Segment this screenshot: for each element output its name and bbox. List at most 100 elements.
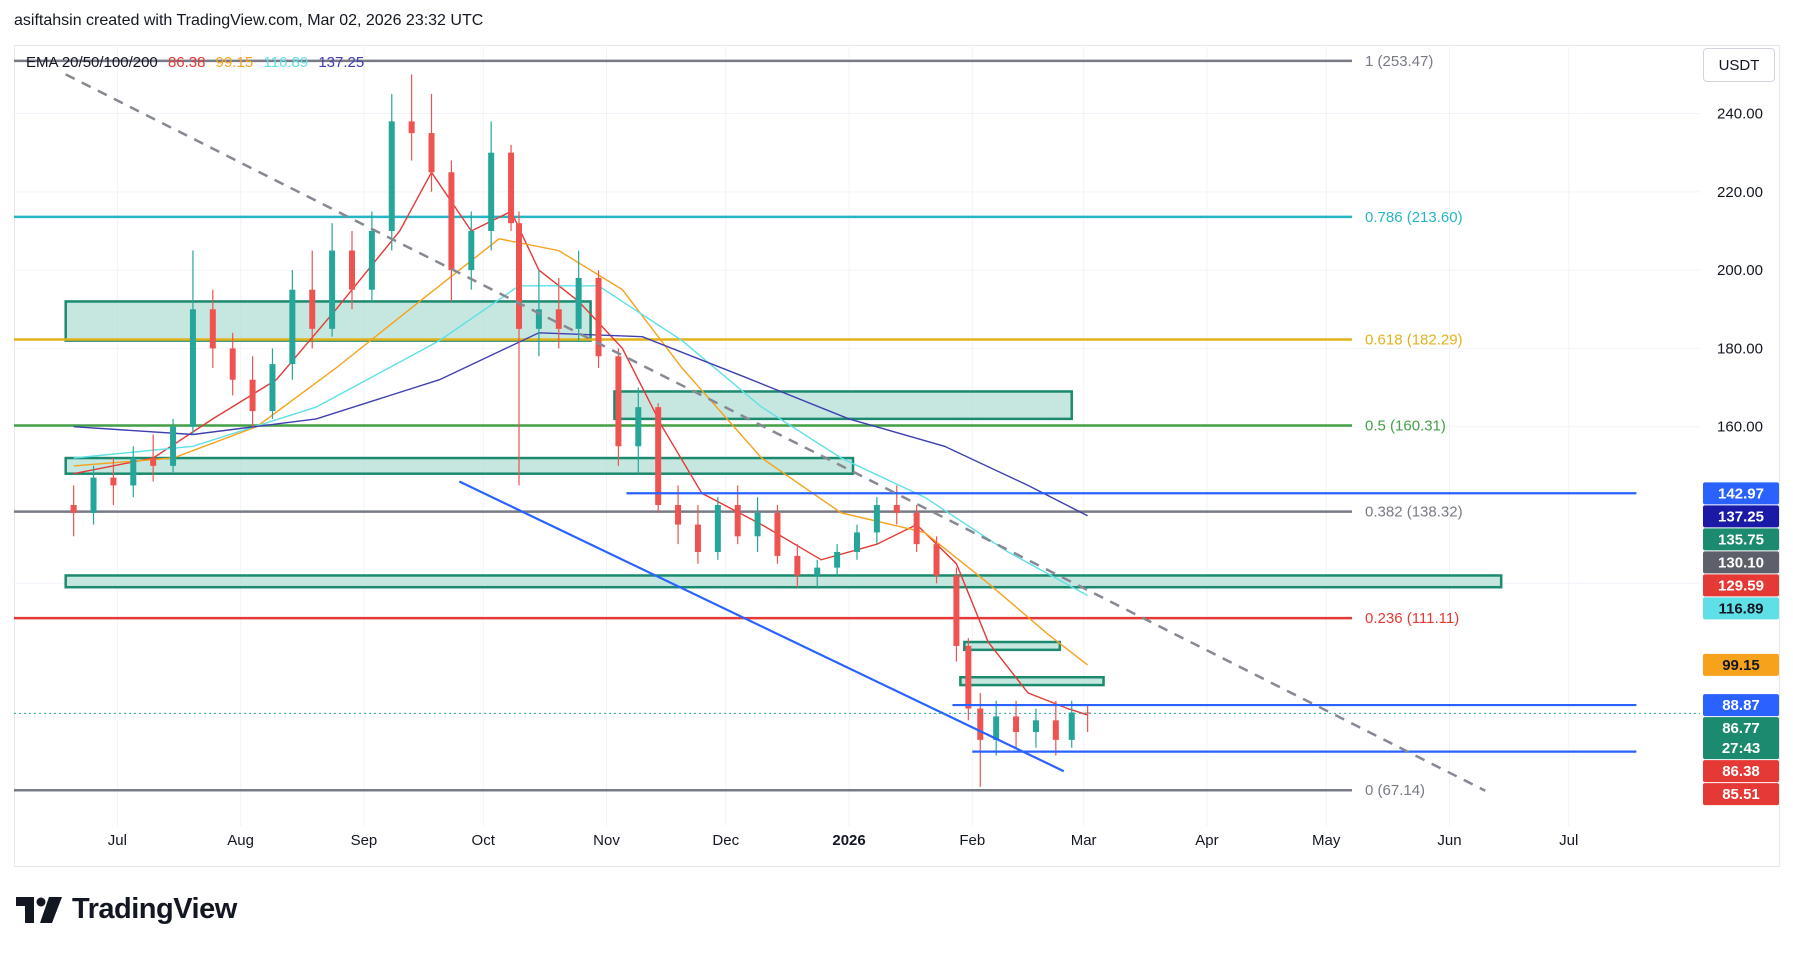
price-marker-bg (1703, 597, 1779, 620)
price-marker[interactable]: 116.89 (1703, 597, 1779, 620)
y-axis-tick-label: 220.00 (1717, 184, 1763, 201)
price-marker-value: 129.59 (1718, 577, 1764, 594)
candle-body (189, 309, 196, 427)
price-marker[interactable]: 129.59 (1703, 574, 1779, 597)
support-resistance-zone[interactable] (64, 574, 1503, 589)
candle-body (368, 230, 375, 290)
price-marker[interactable]: 135.75 (1703, 528, 1779, 551)
price-marker[interactable]: 86.77 27:43 (1703, 717, 1779, 760)
candle-body (508, 152, 515, 224)
price-marker[interactable]: 88.87 (1703, 694, 1779, 717)
candle-body (289, 289, 296, 365)
tradingview-logo[interactable]: TradingView (16, 893, 237, 926)
fib-level-label: 0.786 (213.60) (1365, 209, 1463, 226)
trendline[interactable] (458, 480, 1065, 773)
x-axis-label: Feb (959, 832, 985, 849)
y-axis-tick-label: 200.00 (1717, 262, 1763, 279)
candle-body (90, 477, 97, 513)
y-axis-tick-label: 240.00 (1717, 106, 1763, 123)
fib-level-label: 0.618 (182.29) (1365, 331, 1463, 348)
candle-body (488, 152, 495, 231)
candle-body (229, 348, 236, 380)
indicator-name: EMA 20/50/100/200 (26, 54, 158, 71)
x-axis-label: Nov (593, 832, 620, 849)
price-marker[interactable]: 85.51 (1703, 783, 1779, 806)
support-resistance-zone[interactable] (613, 390, 1073, 421)
candle-body (329, 250, 336, 329)
price-marker[interactable]: 142.97 (1703, 482, 1779, 505)
candle-body (1052, 720, 1059, 740)
x-axis-label: Jul (108, 832, 127, 849)
candle-body (933, 544, 940, 576)
fib-level-label: 0 (67.14) (1365, 782, 1425, 799)
candle-body (575, 277, 582, 329)
price-marker-value: 99.15 (1722, 657, 1760, 674)
dashed-trendline[interactable] (65, 73, 1486, 792)
price-marker-bg (1703, 505, 1779, 528)
price-marker[interactable]: 130.10 (1703, 551, 1779, 574)
candle-body (655, 407, 662, 506)
candle-body (714, 505, 721, 552)
candle-body (516, 223, 523, 329)
ema200-line (73, 332, 1088, 517)
price-marker-value: 88.87 (1722, 697, 1760, 714)
candle-body (348, 250, 355, 290)
candle-body (873, 505, 880, 533)
ema50-value: 99.15 (215, 54, 254, 71)
price-marker-value: 130.10 (1718, 554, 1764, 571)
price-marker-bg (1703, 783, 1779, 806)
candle-body (150, 458, 157, 466)
candle-body (70, 505, 77, 513)
bar-countdown: 27:43 (1722, 740, 1760, 757)
support-resistance-zone[interactable] (64, 456, 855, 475)
candle-body (1032, 720, 1039, 733)
y-axis-tick-label: 160.00 (1717, 419, 1763, 436)
support-resistance-zone[interactable] (963, 640, 1062, 652)
candle-body (249, 379, 256, 412)
price-marker[interactable]: 86.38 (1703, 760, 1779, 783)
support-resistance-zone[interactable] (959, 675, 1105, 687)
ema100-line (73, 285, 1088, 597)
x-axis-label: Jun (1437, 832, 1461, 849)
price-marker-bg (1703, 760, 1779, 783)
candle-body (1013, 716, 1020, 733)
y-axis-tick-label: 180.00 (1717, 340, 1763, 357)
fib-level-label: 1 (253.47) (1365, 53, 1433, 70)
candle-body (834, 551, 841, 568)
chart-credit-header: asiftahsin created with TradingView.com,… (14, 12, 484, 29)
x-axis-label: Sep (351, 832, 378, 849)
support-resistance-zone[interactable] (64, 300, 592, 342)
ema20-line (73, 170, 1088, 716)
price-marker[interactable]: 99.15 (1703, 653, 1779, 676)
price-marker-bg (1703, 717, 1779, 760)
x-axis-label: Apr (1195, 832, 1218, 849)
ema50-line (73, 238, 1089, 666)
candle-body (309, 289, 316, 329)
indicator-legend[interactable]: EMA 20/50/100/200 86.38 99.15 116.89 137… (26, 54, 370, 71)
candle-body (535, 309, 542, 329)
price-marker-bg (1703, 482, 1779, 505)
candle-body (734, 505, 741, 537)
x-axis-label: Aug (227, 832, 254, 849)
candle-body (893, 505, 900, 513)
fib-level-label: 0.5 (160.31) (1365, 418, 1446, 435)
candle-body (953, 575, 960, 646)
chart-frame (14, 45, 1780, 867)
candle-body (993, 716, 1000, 740)
x-axis-label: Oct (472, 832, 496, 849)
price-marker-value: 86.77 (1722, 720, 1760, 737)
candle-body (913, 512, 920, 545)
price-marker[interactable]: 137.25 (1703, 505, 1779, 528)
candle-body (428, 133, 435, 173)
x-axis-label: Dec (712, 832, 739, 849)
candle-body (694, 524, 701, 552)
fib-level-label: 0.382 (138.32) (1365, 504, 1463, 521)
price-marker-bg (1703, 653, 1779, 676)
price-marker-bg (1703, 551, 1779, 574)
candle-body (388, 121, 395, 231)
x-axis-label: Jul (1559, 832, 1578, 849)
candle-body (1084, 712, 1091, 714)
currency-unit-button[interactable]: USDT (1703, 48, 1775, 82)
price-marker-value: 86.38 (1722, 763, 1760, 780)
